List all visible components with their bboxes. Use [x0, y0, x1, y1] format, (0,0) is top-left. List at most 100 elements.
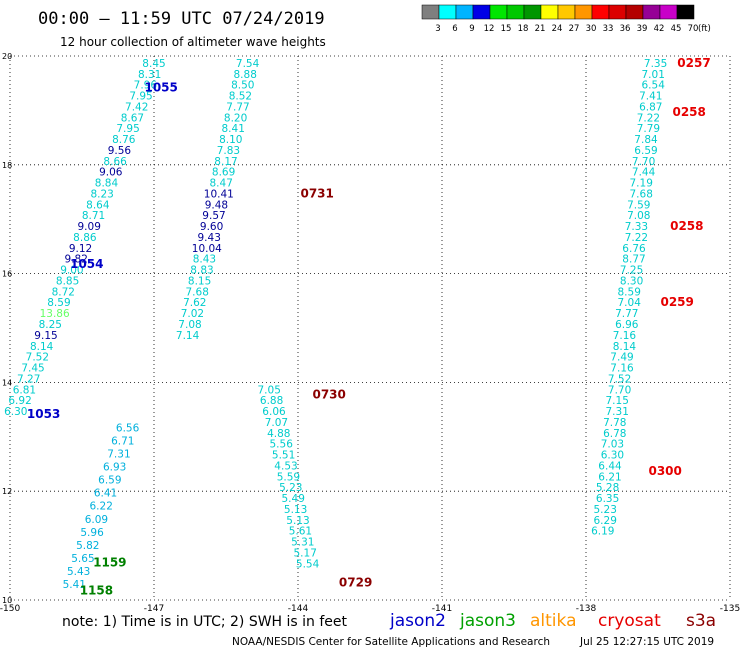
wave-height-label: 6.56: [116, 422, 140, 434]
wave-height-label: 5.23: [279, 482, 302, 494]
wave-height-label: 6.71: [111, 435, 134, 447]
wave-height-label: 4.88: [267, 428, 290, 440]
wave-height-label: 7.22: [637, 112, 660, 124]
wave-height-label: 8.52: [229, 91, 252, 103]
wave-height-label: 10.04: [192, 243, 222, 255]
wave-height-label: 7.45: [21, 363, 44, 375]
wave-height-label: 6.29: [594, 515, 617, 527]
wave-height-label: 8.88: [234, 69, 257, 81]
scale-label: 18: [518, 24, 529, 34]
wave-height-label: 7.77: [226, 101, 249, 113]
wave-height-label: 9.60: [200, 221, 223, 233]
axis-labels: -150 -147 -144 -141 -138 -135 10 12 14 16 18 20: [0, 52, 740, 614]
wave-height-label: 6.87: [639, 101, 662, 113]
wave-height-label: 8.77: [622, 254, 645, 266]
wave-height-label: 5.43: [67, 566, 90, 578]
wave-height-label: 7.49: [610, 352, 633, 364]
scale-swatch: [455, 4, 474, 20]
wave-height-label: 9.09: [78, 221, 101, 233]
wave-height-label: 8.66: [103, 156, 127, 168]
pass-time-label: 0729: [339, 575, 372, 589]
wave-height-label: 6.93: [103, 462, 126, 474]
wave-height-label: 7.84: [634, 134, 658, 146]
wave-height-label: 7.95: [129, 91, 152, 103]
wave-height-label: 8.17: [214, 156, 237, 168]
wave-height-label: 8.14: [613, 341, 637, 353]
wave-height-label: 6.30: [4, 406, 27, 418]
wave-height-label: 7.08: [178, 319, 201, 331]
wave-height-label: 8.23: [90, 188, 113, 200]
wave-height-label: 5.23: [594, 504, 617, 516]
x-tick-label: -150: [0, 604, 20, 614]
wave-height-label: 7.70: [608, 384, 631, 396]
wave-height-label: 6.22: [90, 501, 113, 513]
pass-time-label: 0257: [677, 56, 710, 70]
pass-time-label: 0731: [300, 186, 333, 200]
wave-height-label: 7.16: [610, 363, 634, 375]
scale-label: 70: [688, 24, 699, 34]
x-tick-label: -135: [720, 604, 740, 614]
wave-height-label: 9.06: [99, 167, 123, 179]
wave-height-label: 6.35: [596, 493, 619, 505]
scale-label: 36: [620, 24, 631, 34]
wave-height-label: 7.01: [642, 69, 665, 81]
scale-label: 21: [535, 24, 546, 34]
wave-height-label: 10.41: [204, 188, 234, 200]
legend-item-jason3: jason3: [459, 611, 516, 631]
color-scale-bar: 3 6 9 12 15 18 21 24 27 30 33 36 39 42 45 70 (ft): [421, 4, 711, 34]
wave-height-label: 6.09: [85, 514, 108, 526]
legend-note: note: 1) Time is in UTC; 2) SWH is in fe…: [62, 614, 348, 630]
wave-height-label: 5.13: [286, 515, 309, 527]
wave-height-label: 7.16: [613, 330, 637, 342]
wave-height-label: 8.76: [112, 134, 136, 146]
wave-height-label: 7.62: [183, 297, 206, 309]
wave-height-label: 7.44: [632, 167, 656, 179]
scale-swatch: [591, 4, 610, 20]
wave-height-label: 7.02: [181, 308, 204, 320]
wave-height-label: 7.27: [17, 373, 40, 385]
wave-height-label: 6.19: [591, 526, 614, 538]
footer-timestamp: Jul 25 12:27:15 UTC 2019: [579, 636, 714, 648]
scale-label: 45: [671, 24, 682, 34]
wave-height-label: 8.83: [190, 265, 213, 277]
wave-height-label: 7.96: [134, 80, 158, 92]
wave-height-label: 7.95: [116, 123, 139, 135]
wave-height-label: 6.81: [13, 384, 36, 396]
x-tick-label: -138: [576, 604, 597, 614]
wave-height-label: 5.82: [76, 540, 99, 552]
wave-height-label: 8.15: [188, 275, 211, 287]
wave-height-label: 8.59: [618, 286, 641, 298]
wave-height-label: 7.15: [606, 395, 629, 407]
x-tick-label: -144: [288, 604, 309, 614]
scale-swatch: [489, 4, 508, 20]
wave-height-label: 5.28: [596, 482, 619, 494]
wave-height-label: 5.31: [291, 537, 314, 549]
scale-swatch: [523, 4, 542, 20]
pass-time-label: 0730: [312, 388, 345, 402]
wave-height-label: 9.56: [108, 145, 132, 157]
scale-label: 3: [435, 24, 440, 34]
wave-height-label: 7.25: [620, 265, 643, 277]
wave-height-label: 7.54: [236, 58, 260, 70]
wave-height-label: 7.59: [627, 199, 650, 211]
y-tick-label: 20: [2, 52, 12, 61]
wave-height-label: 7.04: [618, 297, 642, 309]
scale-swatch: [557, 4, 576, 20]
wave-height-label: 5.17: [294, 547, 317, 559]
pass-time-labels: 1055 1054 1053 1159 1158 0731 0730 0729 0257 0258…: [27, 56, 711, 598]
pass-time-label: 1053: [27, 407, 60, 421]
scale-label: 27: [569, 24, 580, 34]
wave-height-label: 9.15: [34, 330, 57, 342]
satellite-legend: jason2 jason3 altika cryosat s3a: [389, 611, 716, 631]
wave-height-label: 5.51: [272, 450, 295, 462]
wave-height-label: 6.96: [615, 319, 639, 331]
scale-unit: (ft): [698, 24, 711, 34]
wave-height-label: 7.68: [630, 188, 653, 200]
x-tick-label: -147: [144, 604, 164, 614]
map-grid: [9, 55, 731, 601]
wave-height-label: 5.65: [71, 553, 94, 565]
wave-height-label: 6.76: [622, 243, 646, 255]
scale-swatch: [659, 4, 678, 20]
